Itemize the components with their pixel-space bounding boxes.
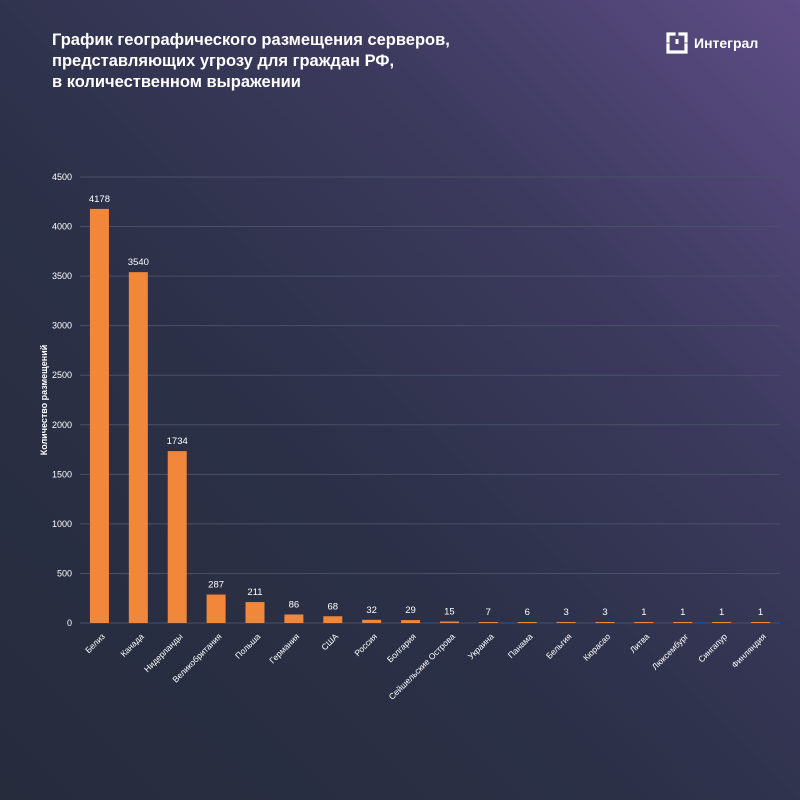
bar bbox=[595, 622, 615, 623]
chart-title: График географического размещения сервер… bbox=[52, 30, 572, 93]
bar-value-label: 287 bbox=[208, 580, 224, 591]
bar bbox=[362, 619, 382, 623]
bar-value-label: 15 bbox=[444, 607, 455, 618]
bar bbox=[478, 622, 498, 623]
y-tick-label: 3000 bbox=[52, 321, 72, 331]
x-tick-label: Украина bbox=[466, 631, 496, 661]
y-tick-label: 0 bbox=[67, 618, 72, 628]
y-tick-label: 3500 bbox=[52, 271, 72, 281]
y-tick-label: 1500 bbox=[52, 469, 72, 479]
x-tick-label: Люксембург bbox=[650, 631, 690, 671]
bar bbox=[128, 272, 148, 623]
bar bbox=[673, 622, 693, 623]
bar bbox=[751, 622, 771, 623]
x-tick-label: Сейшельские Острова bbox=[387, 631, 457, 701]
bar bbox=[556, 622, 576, 623]
x-tick-label: Панама bbox=[506, 631, 535, 660]
bars bbox=[89, 208, 771, 624]
bar-value-label: 3540 bbox=[128, 257, 149, 268]
x-tick-label: Белиз bbox=[83, 631, 107, 655]
bar-value-label: 211 bbox=[247, 587, 262, 598]
bar bbox=[206, 594, 226, 623]
bar-value-label: 1 bbox=[641, 607, 646, 618]
bar-value-label: 68 bbox=[327, 601, 338, 612]
x-tick-label: США bbox=[319, 631, 340, 652]
x-tick-label: Сингапур bbox=[696, 631, 729, 664]
y-tick-label: 4500 bbox=[52, 172, 72, 182]
bar-value-label: 3 bbox=[563, 607, 568, 618]
x-tick-label: Кюрасао bbox=[581, 631, 613, 663]
bar-value-label: 1 bbox=[758, 607, 763, 618]
y-tick-label: 1000 bbox=[52, 519, 72, 529]
bar bbox=[517, 622, 537, 623]
bar bbox=[89, 208, 109, 624]
x-tick-label: Польша bbox=[233, 631, 263, 661]
y-tick-label: 2000 bbox=[52, 420, 72, 430]
x-tick-label: Канада bbox=[118, 631, 146, 659]
y-tick-label: 4000 bbox=[52, 222, 72, 232]
bar bbox=[439, 621, 459, 623]
integral-logo-icon bbox=[666, 32, 688, 54]
bar-value-label: 29 bbox=[405, 605, 416, 616]
y-tick-label: 2500 bbox=[52, 370, 72, 380]
x-tick-label: Литва bbox=[628, 631, 652, 655]
value-labels: 4178 3540 1734 287 211 86 68 32 29 15 7 6 3 3 1 1 1 1 bbox=[89, 194, 763, 618]
bar-value-label: 6 bbox=[525, 607, 530, 618]
y-axis-label: Количество размещений bbox=[39, 345, 49, 456]
bar bbox=[284, 614, 304, 623]
bar-value-label: 1734 bbox=[167, 436, 188, 447]
bar-value-label: 3 bbox=[602, 607, 607, 618]
y-tick-label: 500 bbox=[57, 568, 72, 578]
bar-value-label: 1 bbox=[719, 607, 724, 618]
bar-value-label: 32 bbox=[366, 605, 377, 616]
bar bbox=[712, 622, 732, 623]
chart-title-line-3: в количественном выражении bbox=[52, 73, 301, 91]
bar bbox=[634, 622, 654, 623]
bar bbox=[323, 616, 343, 623]
x-tick-label: Германия bbox=[267, 631, 301, 665]
bar bbox=[245, 602, 265, 623]
x-tick-label: Финляндия bbox=[729, 631, 768, 670]
integral-logo: Интеграл bbox=[666, 30, 758, 56]
logo-text: Интеграл bbox=[694, 35, 759, 51]
grid-lines: 0 500 1000 1500 2000 2500 3000 3500 4000 4500 bbox=[52, 172, 780, 628]
x-tick-label: Нидерланды bbox=[142, 631, 185, 674]
x-tick-label: Бельгия bbox=[544, 631, 574, 661]
bar-value-label: 86 bbox=[289, 599, 300, 610]
chart-title-line-2: представляющих угрозу для граждан РФ, bbox=[52, 52, 395, 70]
bar bbox=[401, 620, 421, 623]
x-tick-label: Болгария bbox=[385, 631, 418, 664]
x-tick-label: Россия bbox=[352, 631, 379, 658]
bar-value-label: 4178 bbox=[89, 194, 110, 205]
bar-value-label: 1 bbox=[680, 607, 685, 618]
bar-value-label: 7 bbox=[486, 607, 491, 618]
bar bbox=[167, 451, 187, 623]
chart-title-line-1: График географического размещения сервер… bbox=[52, 31, 450, 49]
